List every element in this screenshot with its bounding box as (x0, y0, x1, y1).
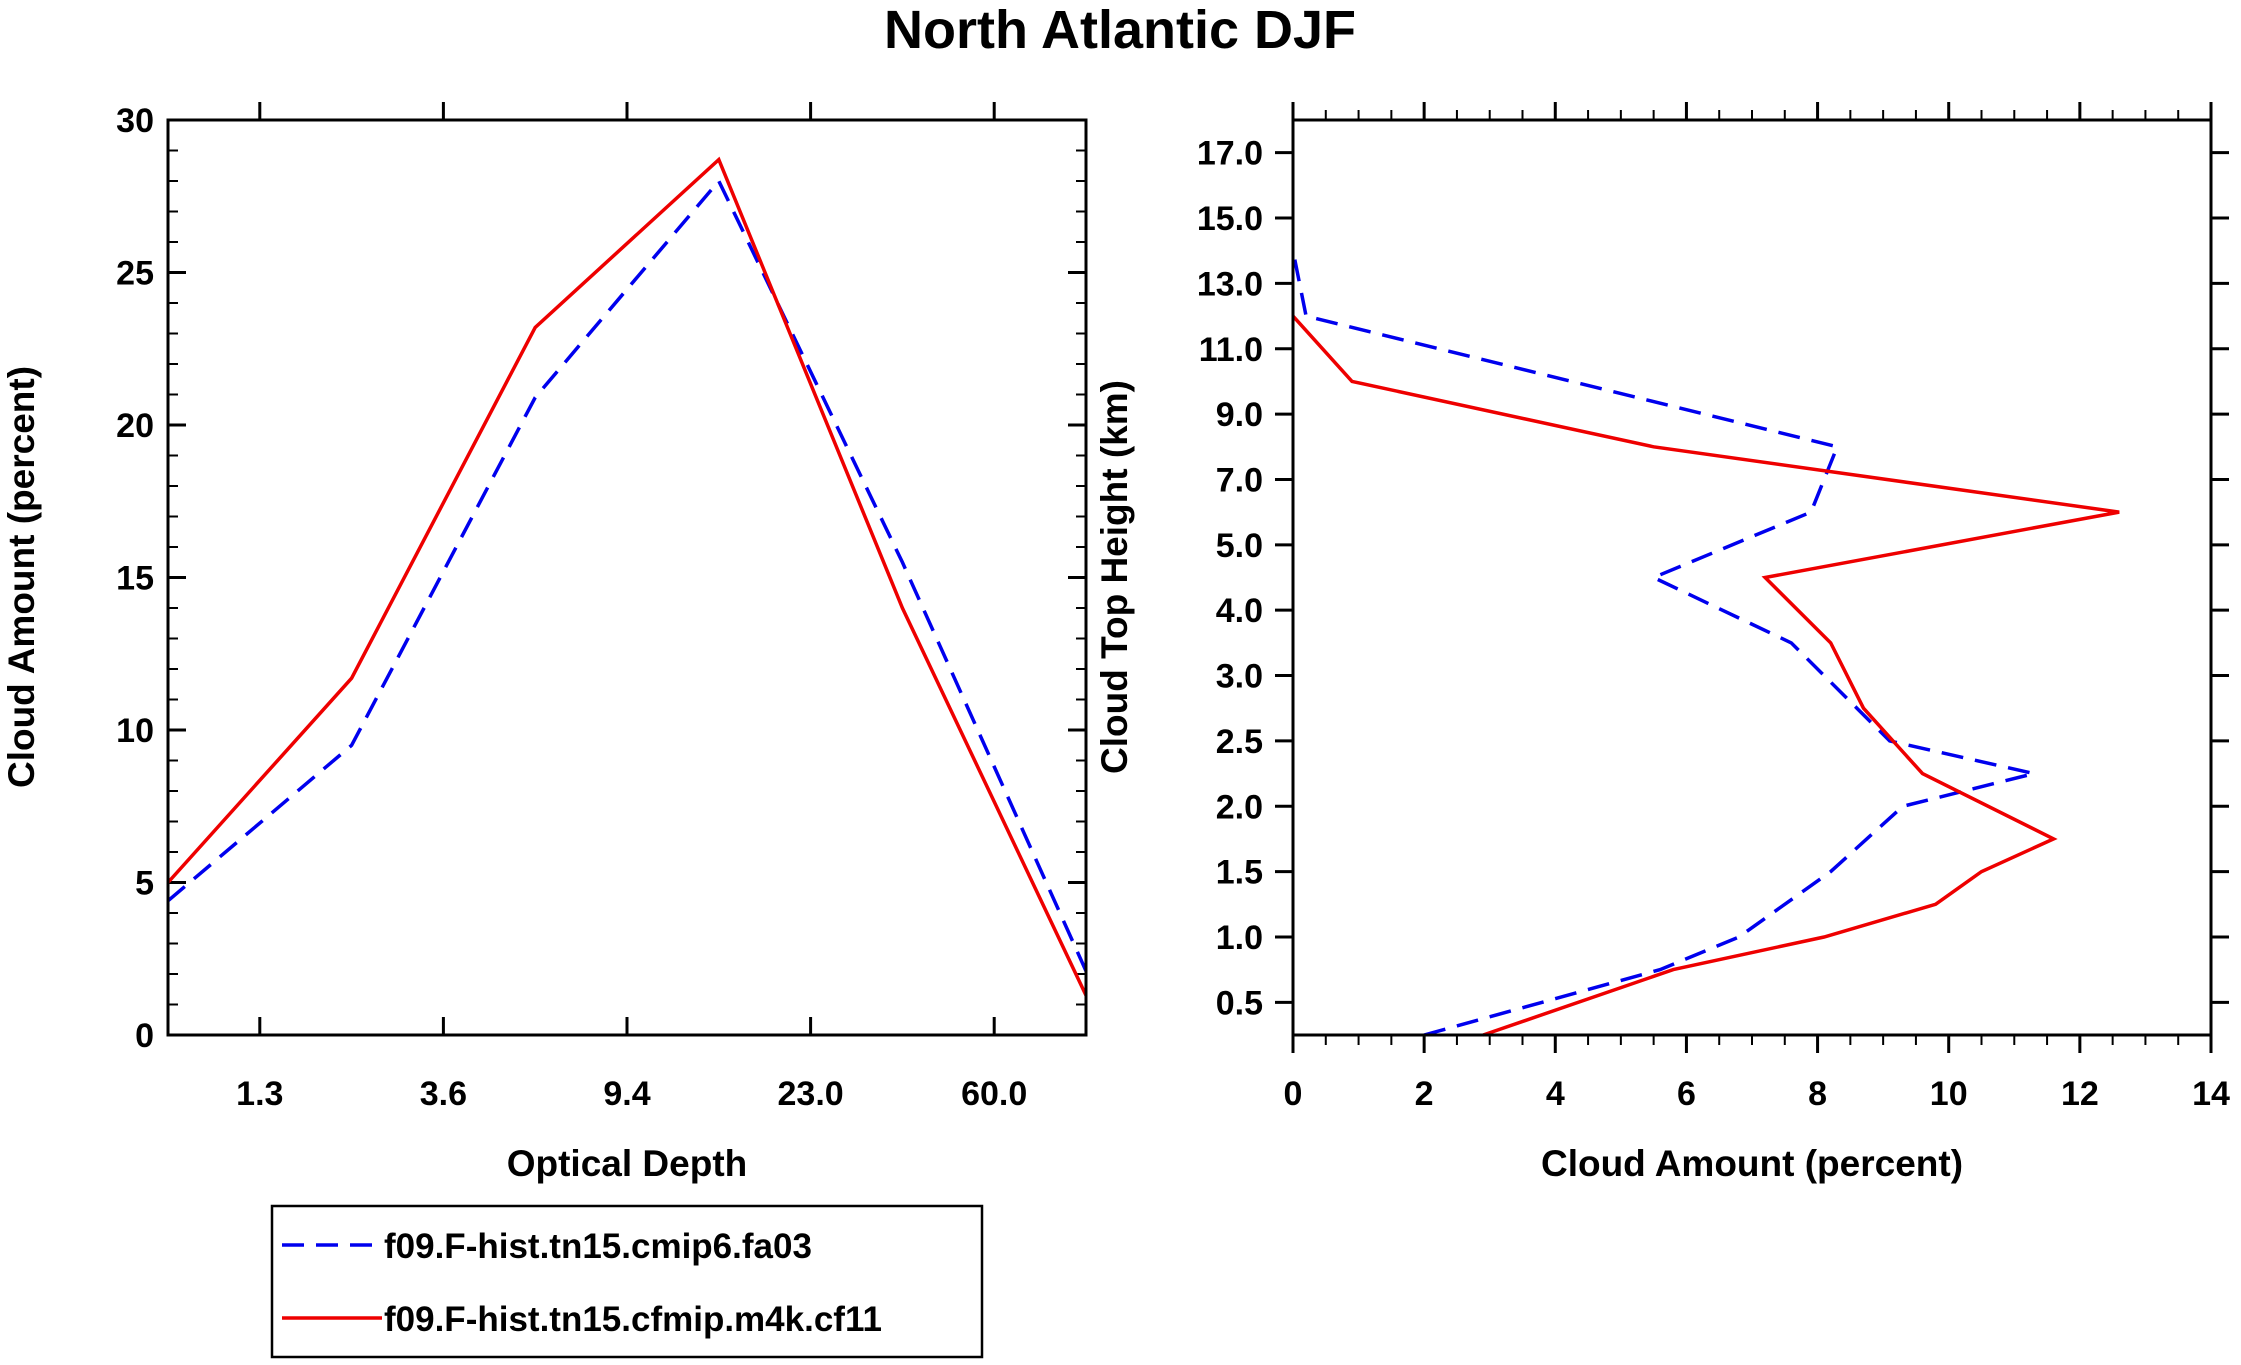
x-tick-label: 9.4 (603, 1075, 650, 1113)
y-tick-label: 0 (135, 1017, 154, 1055)
cloud-top-height-ticks: 0 2 4 6 8 10 12 14 0.5 1.0 1.5 2.0 2.5 3.0 4.0 5.0 7.0 9.… (1197, 102, 2230, 1113)
optical-depth-plot-frame (166, 118, 1088, 1037)
cloud-top-height-plot: 0 2 4 6 8 10 12 14 0.5 1.0 1.5 2.0 2.5 3.0 4.0 5.0 7.0 9.… (1094, 102, 2230, 1184)
y-tick-label: 3.0 (1216, 658, 1263, 696)
series-line-cfmip (1291, 314, 2120, 1037)
legend-label-cfmip: f09.F-hist.tn15.cfmip.m4k.cf11 (384, 1300, 882, 1339)
optical-depth-plot: 0 5 10 15 20 25 30 1.3 3.6 9.4 23.0 60.0 Optical De… (1, 102, 1088, 1184)
series-line-cmip6 (1291, 250, 2035, 1037)
figure-title: North Atlantic DJF (884, 0, 1356, 60)
x-tick-label: 60.0 (961, 1075, 1027, 1113)
y-tick-label: 20 (116, 407, 154, 445)
y-tick-label: 9.0 (1216, 396, 1263, 434)
x-tick-label: 8 (1808, 1075, 1827, 1113)
cloud-top-height-ylabel: Cloud Top Height (km) (1094, 380, 1135, 774)
y-tick-label: 17.0 (1197, 135, 1263, 173)
cloud-top-height-plot-frame (1291, 118, 2213, 1037)
x-tick-label: 0 (1284, 1075, 1303, 1113)
y-tick-label: 5.0 (1216, 527, 1263, 565)
y-tick-label: 4.0 (1216, 592, 1263, 630)
y-tick-label: 2.0 (1216, 788, 1263, 826)
series-line-cfmip (166, 156, 1088, 997)
y-tick-label: 11.0 (1199, 331, 1263, 369)
cloud-top-height-xlabel: Cloud Amount (percent) (1541, 1143, 1963, 1184)
legend: f09.F-hist.tn15.cmip6.fa03 f09.F-hist.tn… (270, 1204, 984, 1359)
y-tick-label: 5 (135, 865, 154, 903)
legend-label-cmip6: f09.F-hist.tn15.cmip6.fa03 (384, 1227, 812, 1266)
x-tick-label: 10 (1930, 1075, 1968, 1113)
x-tick-label: 3.6 (420, 1075, 467, 1113)
x-tick-label: 6 (1677, 1075, 1696, 1113)
x-tick-label: 2 (1415, 1075, 1434, 1113)
optical-depth-series (166, 156, 1088, 997)
legend-box (270, 1204, 984, 1359)
x-tick-label: 4 (1546, 1075, 1565, 1113)
x-tick-label: 14 (2192, 1075, 2230, 1113)
y-tick-label: 0.5 (1216, 984, 1263, 1022)
y-tick-label: 7.0 (1216, 461, 1263, 499)
series-line-cmip6 (166, 177, 1088, 972)
y-tick-label: 1.5 (1216, 854, 1263, 892)
x-tick-label: 12 (2061, 1075, 2099, 1113)
y-tick-label: 13.0 (1197, 265, 1263, 303)
y-tick-label: 2.5 (1216, 723, 1263, 761)
y-tick-label: 30 (116, 102, 154, 140)
optical-depth-ylabel: Cloud Amount (percent) (1, 366, 42, 788)
x-tick-label: 1.3 (236, 1075, 283, 1113)
y-tick-label: 15.0 (1197, 200, 1263, 238)
y-tick-label: 1.0 (1216, 919, 1263, 957)
y-tick-label: 15 (116, 560, 154, 598)
cloud-top-height-series (1291, 250, 2120, 1037)
y-tick-label: 10 (116, 712, 154, 750)
y-tick-label: 25 (116, 255, 154, 293)
optical-depth-ticks: 0 5 10 15 20 25 30 1.3 3.6 9.4 23.0 60.0 (116, 102, 1086, 1113)
optical-depth-xlabel: Optical Depth (507, 1143, 748, 1184)
x-tick-label: 23.0 (778, 1075, 844, 1113)
